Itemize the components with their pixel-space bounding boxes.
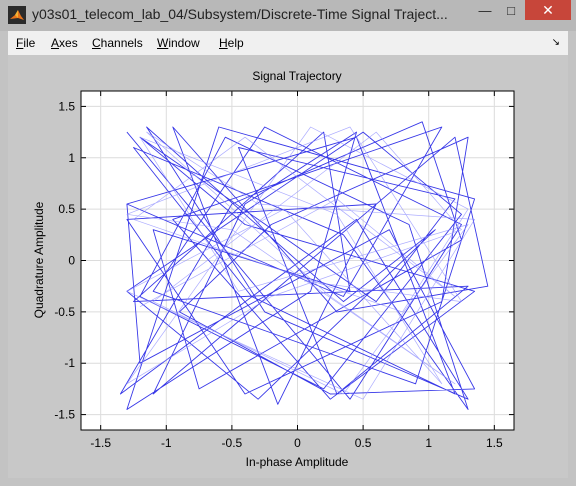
- y-tick-label: 1.5: [58, 99, 75, 113]
- menu-help-mnemonic: H: [219, 36, 228, 50]
- x-axis-ticks: -1.5 -1 -0.5 0 0.5 1 1.5: [90, 91, 503, 450]
- y-tick-label: -1: [64, 356, 75, 370]
- menu-axes[interactable]: Axes: [51, 36, 78, 50]
- menu-window[interactable]: Window: [157, 36, 200, 50]
- y-tick-label: 0.5: [58, 202, 75, 216]
- figure-area: Signal Trajectory -1.5 -1 -0.5 0 0.5 1 1.5 -1.…: [8, 55, 568, 478]
- menu-file-mnemonic: F: [16, 36, 24, 50]
- close-button[interactable]: ✕: [525, 0, 571, 20]
- menu-axes-rest: xes: [59, 36, 78, 50]
- menu-channels-mnemonic: C: [92, 36, 101, 50]
- x-tick-label: 0.5: [355, 436, 372, 450]
- y-tick-label: 0: [68, 254, 75, 268]
- y-tick-label: -0.5: [54, 305, 75, 319]
- menu-bar: File Axes Channels Window Help ↘: [8, 31, 568, 55]
- menu-file-rest: ile: [23, 36, 36, 50]
- window-title: y03s01_telecom_lab_04/Subsystem/Discrete…: [32, 6, 448, 22]
- x-tick-label: 1: [425, 436, 432, 450]
- menu-axes-mnemonic: A: [51, 36, 60, 50]
- menu-file[interactable]: File: [16, 36, 35, 50]
- x-axis-label: In-phase Amplitude: [246, 455, 349, 469]
- grid-lines: [81, 91, 514, 430]
- x-tick-label: -1.5: [90, 436, 111, 450]
- title-bar[interactable]: y03s01_telecom_lab_04/Subsystem/Discrete…: [0, 0, 576, 31]
- y-axis-label: Quadrature Amplitude: [32, 201, 46, 318]
- x-tick-label: -0.5: [222, 436, 243, 450]
- menu-window-rest: indow: [168, 36, 200, 50]
- chart-title: Signal Trajectory: [252, 69, 341, 83]
- maximize-button[interactable]: □: [507, 2, 515, 18]
- menu-window-mnemonic: W: [157, 36, 169, 50]
- y-tick-label: 1: [68, 151, 75, 165]
- dock-arrow-icon[interactable]: ↘: [551, 37, 560, 48]
- y-axis-ticks: -1.5 -1 -0.5 0 0.5 1 1.5: [54, 99, 514, 422]
- menu-channels[interactable]: Channels: [92, 36, 143, 50]
- minimize-button[interactable]: —: [478, 2, 492, 18]
- x-tick-label: -1: [161, 436, 172, 450]
- matlab-logo-icon: [8, 6, 26, 24]
- x-tick-label: 0: [294, 436, 301, 450]
- trajectory-line-0: [119, 121, 489, 410]
- trajectory-plot[interactable]: Signal Trajectory -1.5 -1 -0.5 0 0.5 1 1.5 -1.…: [8, 55, 568, 478]
- menu-help-rest: elp: [227, 36, 244, 50]
- menu-channels-rest: hannels: [100, 36, 143, 50]
- y-tick-label: -1.5: [54, 408, 75, 422]
- x-tick-label: 1.5: [486, 436, 503, 450]
- trajectory-line-1: [126, 126, 475, 400]
- trajectory-traces: [119, 121, 489, 410]
- menu-help[interactable]: Help: [219, 36, 244, 50]
